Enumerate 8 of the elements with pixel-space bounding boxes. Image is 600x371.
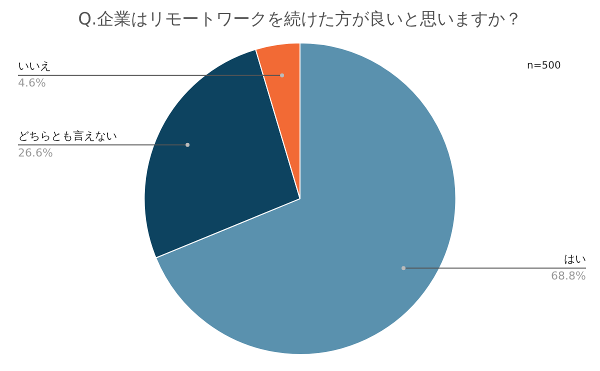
- data-label: 68.8%: [551, 269, 586, 282]
- slice-label: はい: [564, 252, 586, 266]
- slice-label: いいえ: [18, 60, 51, 73]
- chart-title: Q.企業はリモートワークを続けた方が良いと思いますか？: [78, 10, 522, 30]
- data-label: 26.6%: [18, 146, 53, 160]
- data-label: 4.6%: [18, 76, 46, 90]
- slice-label: どちらとも言えない: [18, 129, 117, 142]
- text: n=500: [527, 60, 561, 72]
